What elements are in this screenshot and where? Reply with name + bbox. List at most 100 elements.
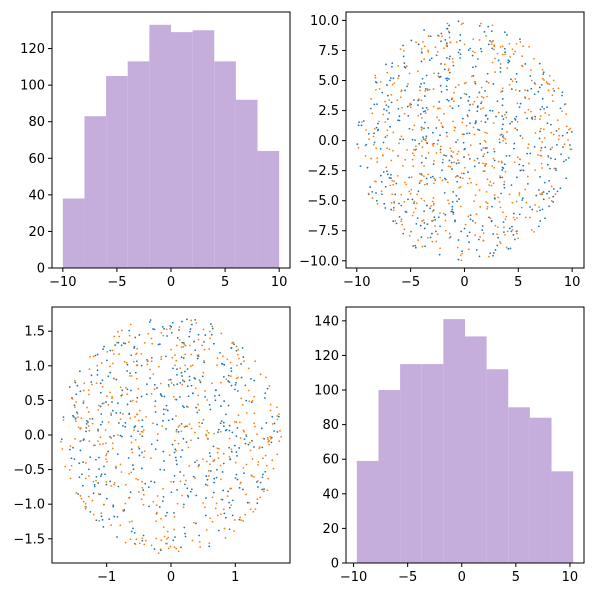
scatter-point (160, 358, 163, 361)
scatter-point (150, 356, 153, 359)
scatter-point (438, 253, 441, 256)
scatter-point (485, 80, 488, 83)
scatter-point (420, 48, 423, 50)
scatter-point (423, 183, 426, 186)
scatter-point (231, 514, 234, 517)
scatter-point (217, 447, 220, 450)
scatter-point (391, 179, 394, 182)
scatter-point (503, 113, 506, 116)
scatter-point (208, 475, 210, 477)
scatter-point (125, 361, 128, 364)
scatter-point (239, 516, 241, 519)
scatter-point (209, 323, 212, 325)
scatter-point (439, 176, 442, 179)
scatter-point (452, 100, 455, 103)
scatter-point (524, 96, 526, 99)
scatter-point (502, 118, 505, 120)
scatter-point (95, 458, 97, 461)
scatter-point (396, 174, 399, 177)
scatter-point (154, 405, 156, 408)
scatter-point (111, 349, 114, 352)
scatter-point (131, 399, 134, 402)
scatter-point (259, 496, 262, 499)
scatter-point (119, 524, 122, 527)
scatter-point (393, 200, 396, 203)
scatter-point (443, 112, 446, 115)
scatter-point (420, 128, 423, 131)
scatter-point (82, 439, 85, 442)
scatter-point (499, 63, 502, 65)
scatter-point (559, 107, 562, 110)
scatter-point (195, 494, 198, 497)
scatter-point (538, 62, 541, 65)
scatter-point (90, 374, 93, 377)
scatter-point (474, 234, 477, 237)
scatter-point (182, 345, 185, 348)
scatter-point (88, 475, 90, 477)
scatter-point (235, 345, 238, 348)
scatter-point (554, 167, 557, 170)
scatter-point (194, 387, 197, 390)
scatter-point (415, 202, 418, 205)
scatter-point (414, 246, 417, 249)
scatter-point (192, 521, 195, 524)
scatter-point (251, 458, 254, 460)
scatter-point (88, 393, 90, 396)
scatter-point (91, 417, 94, 420)
scatter-point (113, 515, 116, 518)
scatter-point (386, 134, 389, 137)
x-tick-label: 5 (221, 275, 229, 290)
scatter-point (264, 470, 267, 473)
scatter-point (134, 425, 137, 428)
scatter-point (450, 210, 453, 213)
scatter-point (100, 515, 103, 518)
scatter-point (423, 175, 425, 178)
scatter-point (503, 183, 505, 186)
scatter-point (431, 210, 434, 213)
scatter-point (146, 363, 149, 366)
scatter-point (439, 212, 441, 215)
scatter-point (552, 87, 555, 90)
scatter-point (445, 154, 447, 157)
scatter-point (383, 108, 385, 111)
scatter-point (440, 62, 442, 65)
scatter-point (87, 389, 90, 392)
scatter-point (427, 51, 430, 53)
scatter-point (525, 201, 528, 204)
scatter-point (87, 411, 90, 413)
scatter-point (244, 442, 247, 445)
scatter-point (184, 479, 187, 482)
scatter-point (216, 357, 219, 359)
scatter-point (119, 434, 122, 437)
scatter-point (521, 199, 524, 201)
scatter-point (101, 518, 104, 521)
scatter-point (432, 202, 435, 205)
scatter-point (538, 86, 541, 89)
scatter-point (143, 543, 146, 546)
scatter-point (169, 545, 172, 548)
scatter-point (428, 88, 431, 91)
scatter-point (477, 162, 480, 164)
scatter-point (519, 38, 521, 41)
scatter-point (271, 423, 274, 425)
scatter-point (380, 181, 383, 183)
scatter-point (139, 433, 141, 436)
scatter-point (162, 526, 165, 529)
scatter-point (153, 328, 156, 331)
scatter-point (504, 218, 507, 221)
scatter-point (186, 368, 189, 370)
scatter-point (398, 202, 400, 205)
scatter-point (490, 30, 493, 33)
scatter-point (102, 348, 105, 351)
scatter-point (213, 394, 216, 397)
scatter-point (539, 130, 541, 133)
scatter-point (173, 528, 176, 531)
scatter-point (428, 59, 431, 62)
scatter-point (130, 471, 133, 474)
scatter-point (173, 515, 176, 518)
scatter-point (167, 383, 170, 386)
scatter-point (514, 78, 517, 80)
scatter-point (518, 192, 521, 194)
scatter-point (466, 182, 469, 185)
scatter-point (459, 57, 462, 59)
